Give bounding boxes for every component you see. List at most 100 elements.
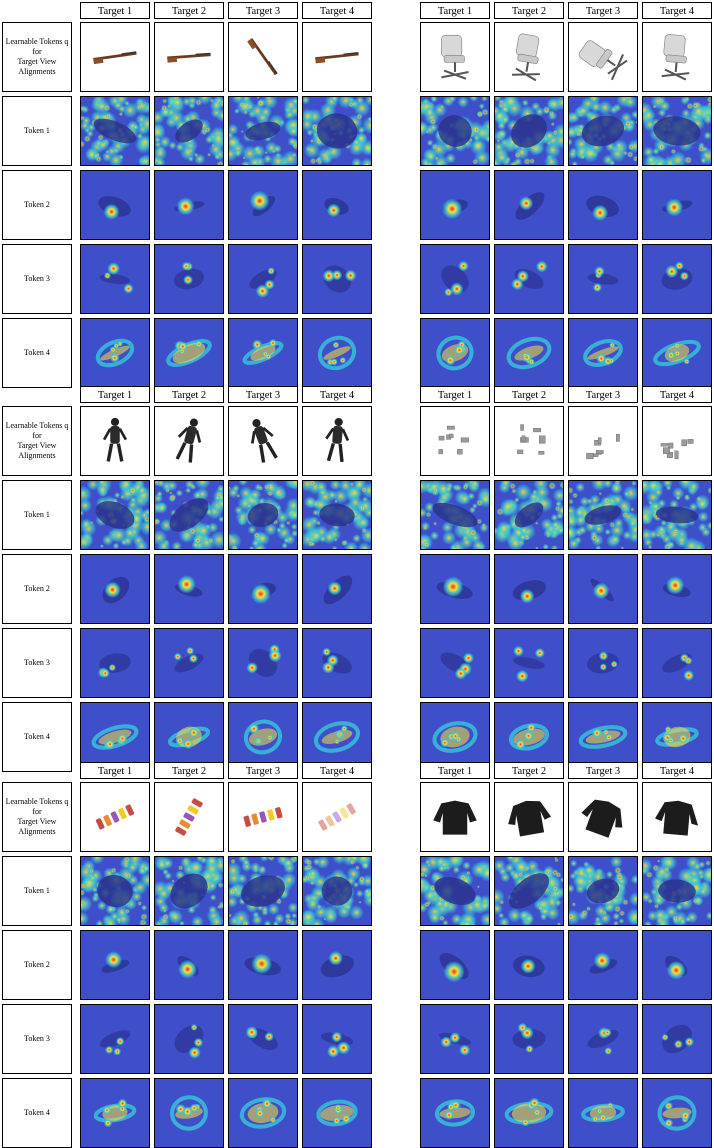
attention-heatmap: [154, 244, 224, 314]
reference-label-line: Alignments: [18, 67, 56, 76]
row-label-token: Token 4: [2, 702, 72, 772]
attention-heatmap: [420, 1078, 490, 1148]
reference-label-line: Alignments: [18, 451, 56, 460]
token-label: Token 2: [24, 584, 50, 593]
row-label-token: Token 1: [2, 96, 72, 166]
attention-heatmap: [642, 702, 712, 772]
attention-heatmap: [420, 702, 490, 772]
attention-heatmap: [494, 856, 564, 926]
column-header: Target 3: [568, 2, 638, 19]
reference-view-image: [420, 782, 490, 852]
reference-view-image: [642, 782, 712, 852]
row-label-reference: Learnable Tokens q for Target View Alignmen…: [2, 22, 72, 92]
row-label-token: Token 3: [2, 244, 72, 314]
reference-view-image: [494, 22, 564, 92]
column-header: Target 3: [228, 762, 298, 779]
reference-view-image: [228, 22, 298, 92]
attention-heatmap: [420, 170, 490, 240]
reference-label: Learnable Tokens q for Target View Alignmen…: [6, 37, 69, 77]
attention-heatmap: [302, 1004, 372, 1074]
attention-heatmap: [420, 930, 490, 1000]
attention-heatmap: [154, 96, 224, 166]
attention-heatmap: [494, 628, 564, 698]
attention-heatmap: [420, 244, 490, 314]
row-label-token: Token 2: [2, 930, 72, 1000]
reference-label-line: for: [32, 807, 42, 816]
attention-heatmap: [228, 930, 298, 1000]
reference-view-image: [494, 782, 564, 852]
reference-label: Learnable Tokens q for Target View Alignmen…: [6, 421, 69, 461]
attention-heatmap: [228, 1078, 298, 1148]
reference-view-image: [228, 782, 298, 852]
attention-heatmap: [228, 1004, 298, 1074]
attention-heatmap: [568, 244, 638, 314]
column-header: Target 1: [80, 386, 150, 403]
attention-heatmap: [302, 554, 372, 624]
token-label: Token 2: [24, 200, 50, 209]
column-header: Target 2: [494, 762, 564, 779]
reference-view-image: [568, 22, 638, 92]
column-header: Target 1: [420, 762, 490, 779]
attention-heatmap: [302, 170, 372, 240]
attention-heatmap: [568, 318, 638, 388]
reference-view-image: [302, 782, 372, 852]
row-label-token: Token 4: [2, 318, 72, 388]
reference-label-line: Target View: [17, 817, 57, 826]
token-label: Token 1: [24, 510, 50, 519]
attention-heatmap: [642, 1078, 712, 1148]
reference-label-line: Target View: [17, 441, 57, 450]
reference-view-image: [642, 22, 712, 92]
attention-heatmap: [154, 318, 224, 388]
attention-heatmap: [154, 856, 224, 926]
attention-heatmap: [494, 1004, 564, 1074]
column-header: Target 1: [420, 2, 490, 19]
attention-heatmap: [568, 856, 638, 926]
row-label-token: Token 3: [2, 628, 72, 698]
attention-heatmap: [80, 96, 150, 166]
attention-heatmap: [642, 554, 712, 624]
reference-view-image: [420, 22, 490, 92]
attention-heatmap: [568, 1004, 638, 1074]
column-header: Target 3: [568, 386, 638, 403]
attention-heatmap: [568, 170, 638, 240]
row-label-token: Token 1: [2, 480, 72, 550]
attention-heatmap: [420, 1004, 490, 1074]
reference-view-image: [80, 22, 150, 92]
row-label-token: Token 2: [2, 554, 72, 624]
row-label-token: Token 3: [2, 1004, 72, 1074]
reference-view-image: [494, 406, 564, 476]
attention-heatmap: [80, 856, 150, 926]
row-label-reference: Learnable Tokens q for Target View Alignmen…: [2, 406, 72, 476]
reference-label-line: Target View: [17, 57, 57, 66]
attention-heatmap: [154, 930, 224, 1000]
column-header: Target 3: [228, 386, 298, 403]
token-label: Token 1: [24, 126, 50, 135]
attention-heatmap: [80, 1078, 150, 1148]
attention-heatmap: [228, 170, 298, 240]
attention-heatmap: [642, 96, 712, 166]
attention-heatmap: [80, 480, 150, 550]
reference-view-image: [420, 406, 490, 476]
attention-heatmap: [80, 930, 150, 1000]
column-header: Target 4: [642, 2, 712, 19]
token-label: Token 3: [24, 274, 50, 283]
reference-view-image: [302, 406, 372, 476]
column-header: Target 2: [494, 386, 564, 403]
attention-heatmap: [228, 480, 298, 550]
reference-view-image: [154, 782, 224, 852]
attention-heatmap: [568, 480, 638, 550]
attention-heatmap: [80, 318, 150, 388]
attention-heatmap: [154, 554, 224, 624]
attention-heatmap: [568, 628, 638, 698]
row-label-token: Token 4: [2, 1078, 72, 1148]
attention-heatmap: [494, 96, 564, 166]
attention-heatmap: [302, 96, 372, 166]
reference-view-image: [302, 22, 372, 92]
token-label: Token 4: [24, 1108, 50, 1117]
attention-heatmap: [302, 930, 372, 1000]
reference-label-line: for: [32, 431, 42, 440]
column-header: Target 1: [420, 386, 490, 403]
attention-heatmap: [302, 1078, 372, 1148]
attention-heatmap: [642, 628, 712, 698]
attention-heatmap: [302, 702, 372, 772]
